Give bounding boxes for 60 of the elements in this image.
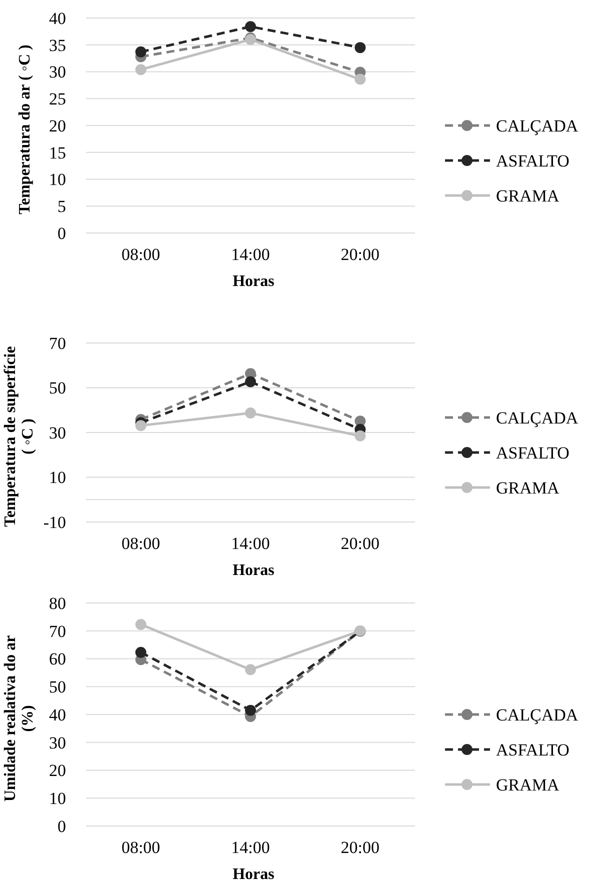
x-tick-label: 14:00 [231, 838, 270, 857]
legend-label: CALÇADA [496, 116, 579, 136]
y-tick-label: 80 [49, 594, 66, 613]
y-tick-label: 20 [49, 761, 66, 780]
legend-label: CALÇADA [496, 408, 579, 428]
y-tick-label: -10 [43, 512, 66, 532]
y-tick-label: 50 [49, 378, 66, 398]
y-axis-title: Umidade realativa do ar (%) [2, 635, 36, 802]
x-tick-label: 14:00 [231, 534, 270, 553]
y-tick-label: 40 [49, 8, 66, 28]
y-tick-label: 35 [49, 36, 66, 55]
legend-label: CALÇADA [496, 705, 579, 724]
y-tick-label: 30 [49, 62, 66, 82]
point [135, 64, 146, 76]
x-tick-label: 08:00 [121, 534, 160, 553]
y-tick-label: 10 [49, 170, 66, 190]
point [245, 664, 256, 676]
y-tick-label: 5 [58, 197, 66, 216]
x-axis-title: Horas [232, 866, 274, 883]
x-tick-label: 14:00 [231, 245, 270, 264]
x-axis-title: Horas [232, 562, 274, 579]
y-tick-label: 25 [49, 90, 66, 109]
legend-label: GRAMA [496, 775, 560, 794]
y-tick-label: 70 [49, 622, 66, 641]
legend-label: GRAMA [496, 478, 560, 498]
y-axis-title: Temperatura do ar ( ◦C ) [16, 44, 34, 214]
y-tick-label: 30 [49, 733, 66, 752]
y-tick-label: 20 [49, 116, 66, 136]
x-tick-label: 08:00 [121, 245, 160, 264]
y-tick-label: 0 [58, 816, 66, 836]
y-tick-label: 70 [49, 334, 66, 353]
point [245, 704, 256, 716]
point [354, 42, 366, 54]
x-axis-title: Horas [232, 273, 274, 290]
point [245, 408, 256, 419]
y-tick-label: 50 [49, 678, 66, 697]
y-axis-title: Temperatura de superfície ( ◦C ) [2, 346, 36, 527]
y-tick-label: 30 [49, 423, 66, 442]
point [245, 21, 256, 32]
point [135, 420, 146, 432]
y-tick-label: 10 [49, 789, 66, 808]
legend-label: ASFALTO [496, 151, 570, 170]
y-tick-label: 60 [49, 650, 66, 669]
point [135, 646, 146, 658]
point [354, 74, 366, 85]
y-tick-label: 40 [49, 705, 66, 724]
x-tick-label: 20:00 [340, 534, 380, 553]
y-tick-label: 15 [49, 143, 66, 162]
point [135, 618, 146, 630]
legend-label: GRAMA [496, 186, 560, 206]
x-tick-label: 20:00 [340, 838, 380, 857]
legend-label: ASFALTO [496, 443, 570, 462]
point [354, 430, 366, 442]
y-tick-label: 0 [58, 224, 66, 243]
x-tick-label: 08:00 [121, 838, 160, 857]
legend-label: ASFALTO [496, 740, 570, 760]
point [135, 46, 146, 58]
x-tick-label: 20:00 [340, 245, 380, 264]
y-tick-label: 10 [49, 468, 66, 488]
point [245, 376, 256, 388]
